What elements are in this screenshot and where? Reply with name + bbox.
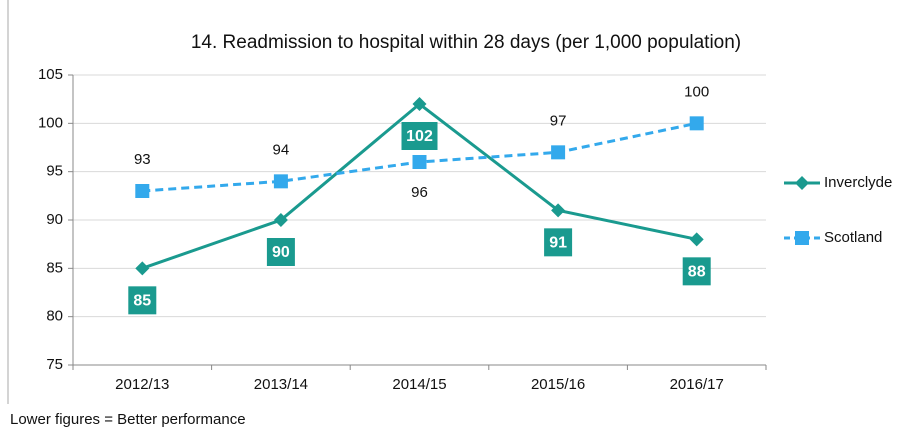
data-label: 100 — [684, 83, 709, 100]
y-tick-label: 85 — [46, 259, 63, 276]
data-label: 93 — [134, 151, 151, 168]
data-label: 90 — [272, 244, 290, 261]
data-label: 94 — [273, 141, 290, 158]
y-tick-label: 105 — [38, 66, 63, 83]
point — [412, 155, 427, 169]
point — [135, 261, 150, 276]
x-tick-label: 2013/14 — [254, 376, 308, 393]
data-label: 97 — [550, 112, 567, 129]
point — [273, 174, 288, 189]
y-tick-label: 80 — [46, 308, 63, 325]
data-label: 96 — [411, 184, 428, 201]
data-label-box — [128, 286, 157, 315]
x-tick-label: 2012/13 — [115, 376, 169, 393]
legend-label: Inverclyde — [824, 174, 892, 191]
legend-marker — [795, 231, 809, 245]
data-label-box — [544, 228, 573, 257]
data-label-box — [266, 238, 295, 266]
y-tick-label: 100 — [38, 114, 63, 131]
data-label-box — [401, 122, 438, 150]
data-label: 91 — [549, 235, 567, 252]
data-label: 102 — [406, 128, 433, 145]
x-tick-label: 2014/15 — [392, 376, 446, 393]
x-tick-label: 2016/17 — [670, 376, 724, 393]
point — [273, 213, 288, 227]
legend-marker — [795, 176, 809, 190]
y-tick-label: 95 — [46, 163, 63, 180]
legend-label: Scotland — [824, 229, 882, 246]
annotation: Lower figures = Better performance — [10, 411, 246, 428]
point — [551, 145, 566, 160]
point — [689, 232, 704, 247]
x-tick-label: 2015/16 — [531, 376, 585, 393]
data-label: 88 — [688, 264, 706, 281]
data-label-box — [682, 257, 711, 286]
point — [135, 184, 150, 198]
point — [412, 97, 427, 111]
y-tick-label: 90 — [46, 211, 63, 228]
point — [551, 203, 566, 218]
y-tick-label: 75 — [46, 356, 63, 373]
chart-title: 14. Readmission to hospital within 28 da… — [191, 32, 741, 53]
data-label: 85 — [133, 293, 151, 310]
point — [689, 116, 704, 131]
